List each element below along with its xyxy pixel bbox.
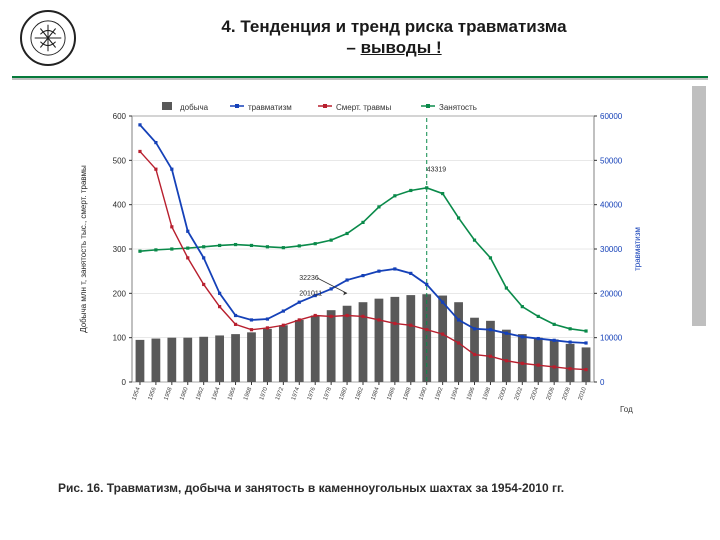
- svg-text:2004: 2004: [530, 386, 540, 401]
- svg-text:Занятость: Занятость: [439, 103, 477, 112]
- svg-text:1956: 1956: [148, 386, 158, 401]
- svg-text:1966: 1966: [227, 386, 237, 401]
- svg-text:20000: 20000: [600, 289, 623, 298]
- svg-text:0: 0: [600, 378, 605, 387]
- svg-text:Добыча млн т, занятость тыс.,: Добыча млн т, занятость тыс., смерт. тра…: [79, 165, 88, 333]
- svg-text:1964: 1964: [211, 386, 221, 401]
- svg-text:2000: 2000: [498, 386, 508, 401]
- subtitle-underlined: выводы !: [361, 38, 442, 57]
- svg-text:1994: 1994: [450, 386, 460, 401]
- svg-text:200: 200: [113, 289, 127, 298]
- chart-svg: 0 100 200 300 400 500 600 0 10000 20000 30000 40000…: [70, 92, 650, 422]
- title-number: 4.: [221, 17, 235, 36]
- svg-text:2002: 2002: [514, 386, 524, 401]
- figure-caption: Рис. 16. Травматизм, добыча и занятость …: [58, 480, 618, 496]
- header: 4. Тенденция и тренд риска травматизма –…: [0, 0, 720, 72]
- svg-text:1986: 1986: [387, 386, 397, 401]
- svg-text:43319: 43319: [427, 166, 447, 173]
- svg-text:1954: 1954: [132, 386, 142, 401]
- chart-container: 0 100 200 300 400 500 600 0 10000 20000 30000 40000…: [70, 92, 650, 422]
- svg-text:1996: 1996: [466, 386, 476, 401]
- svg-text:1960: 1960: [179, 386, 189, 401]
- svg-text:1958: 1958: [163, 386, 173, 401]
- side-strip-decoration: [692, 86, 706, 326]
- svg-text:1982: 1982: [355, 386, 365, 401]
- university-logo: [20, 10, 76, 66]
- svg-text:2010: 2010: [578, 386, 588, 401]
- svg-text:30000: 30000: [600, 245, 623, 254]
- svg-text:1984: 1984: [371, 386, 381, 401]
- svg-text:10000: 10000: [600, 334, 623, 343]
- title-text: Тенденция и тренд риска травматизма: [240, 17, 566, 36]
- svg-text:40000: 40000: [600, 201, 623, 210]
- svg-text:1990: 1990: [418, 386, 428, 401]
- svg-text:300: 300: [113, 245, 127, 254]
- svg-text:1976: 1976: [307, 386, 317, 401]
- svg-text:1968: 1968: [243, 386, 253, 401]
- title-block: 4. Тенденция и тренд риска травматизма –…: [88, 10, 700, 58]
- svg-text:2006: 2006: [546, 386, 556, 401]
- svg-text:1962: 1962: [195, 386, 205, 401]
- svg-text:1970: 1970: [259, 386, 269, 401]
- svg-text:1978: 1978: [323, 386, 333, 401]
- svg-text:500: 500: [113, 156, 127, 165]
- green-rule: [12, 76, 708, 78]
- svg-text:1998: 1998: [482, 386, 492, 401]
- svg-text:травматизм: травматизм: [633, 227, 642, 271]
- svg-text:2008: 2008: [562, 386, 572, 401]
- svg-text:400: 400: [113, 201, 127, 210]
- svg-text:1992: 1992: [434, 386, 444, 401]
- svg-text:201011: 201011: [299, 291, 322, 298]
- svg-text:Смерт. травмы: Смерт. травмы: [336, 103, 391, 112]
- svg-text:32236: 32236: [299, 275, 319, 282]
- svg-text:травматизм: травматизм: [248, 103, 292, 112]
- svg-text:добыча: добыча: [180, 103, 209, 112]
- svg-text:600: 600: [113, 112, 127, 121]
- svg-text:1988: 1988: [402, 386, 412, 401]
- svg-text:50000: 50000: [600, 156, 623, 165]
- svg-text:1974: 1974: [291, 386, 301, 401]
- svg-text:Год: Год: [620, 405, 633, 414]
- svg-text:0: 0: [122, 378, 127, 387]
- svg-text:1972: 1972: [275, 386, 285, 401]
- subtitle-prefix: –: [346, 38, 360, 57]
- svg-text:100: 100: [113, 334, 127, 343]
- svg-text:1980: 1980: [339, 386, 349, 401]
- svg-text:60000: 60000: [600, 112, 623, 121]
